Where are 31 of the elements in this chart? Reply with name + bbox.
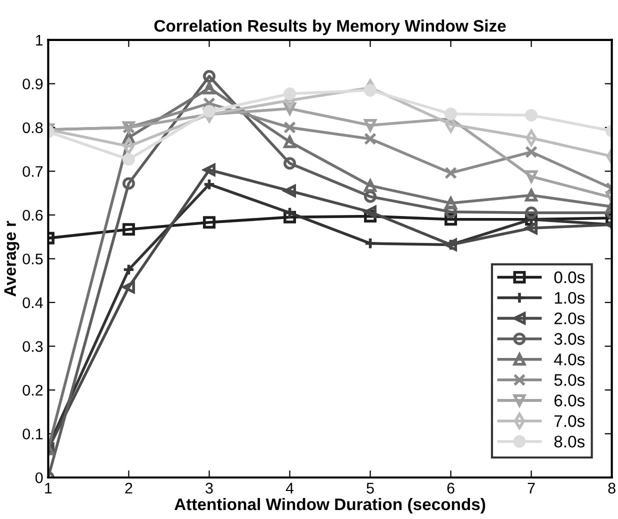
legend-label: 4.0s: [554, 354, 585, 366]
y-tick-label: 0.3: [22, 341, 43, 352]
legend-label: 8.0s: [554, 436, 585, 448]
y-tick-label: 0: [35, 472, 43, 484]
x-tick-label: 2: [125, 482, 132, 494]
y-tick-label: 0.7: [22, 166, 43, 177]
x-tick-label: 3: [206, 482, 213, 494]
chart-title: Correlation Results by Memory Window Size: [154, 20, 506, 36]
x-tick-label: 8: [608, 482, 616, 494]
y-tick-label: 0.5: [22, 254, 43, 264]
y-tick-label: 1: [36, 34, 43, 46]
legend-label: 2.0s: [554, 312, 585, 324]
legend-label: 3.0s: [554, 333, 585, 345]
legend-label: 7.0s: [554, 415, 585, 427]
x-tick-label: 4: [286, 482, 294, 494]
legend-label: 0.0s: [554, 271, 585, 284]
x-axis-title: Attentional Window Duration (seconds): [174, 498, 486, 514]
x-tick-label: 6: [447, 482, 454, 494]
legend-label: 1.0s: [554, 292, 585, 304]
y-tick-label: 0.4: [22, 297, 43, 308]
legend-label: 6.0s: [554, 394, 585, 406]
y-axis-title: Average r: [4, 220, 20, 296]
y-tick-label: 0.6: [22, 210, 43, 221]
y-tick-label: 0.9: [22, 78, 43, 90]
y-tick-label: 0.8: [22, 122, 43, 134]
y-tick-label: 0.2: [22, 384, 43, 396]
x-tick-label: 7: [528, 482, 535, 494]
y-tick-label: 0.1: [22, 428, 43, 440]
x-tick-label: 1: [45, 482, 52, 494]
legend-label: 5.0s: [554, 374, 585, 386]
x-tick-label: 5: [366, 482, 374, 494]
